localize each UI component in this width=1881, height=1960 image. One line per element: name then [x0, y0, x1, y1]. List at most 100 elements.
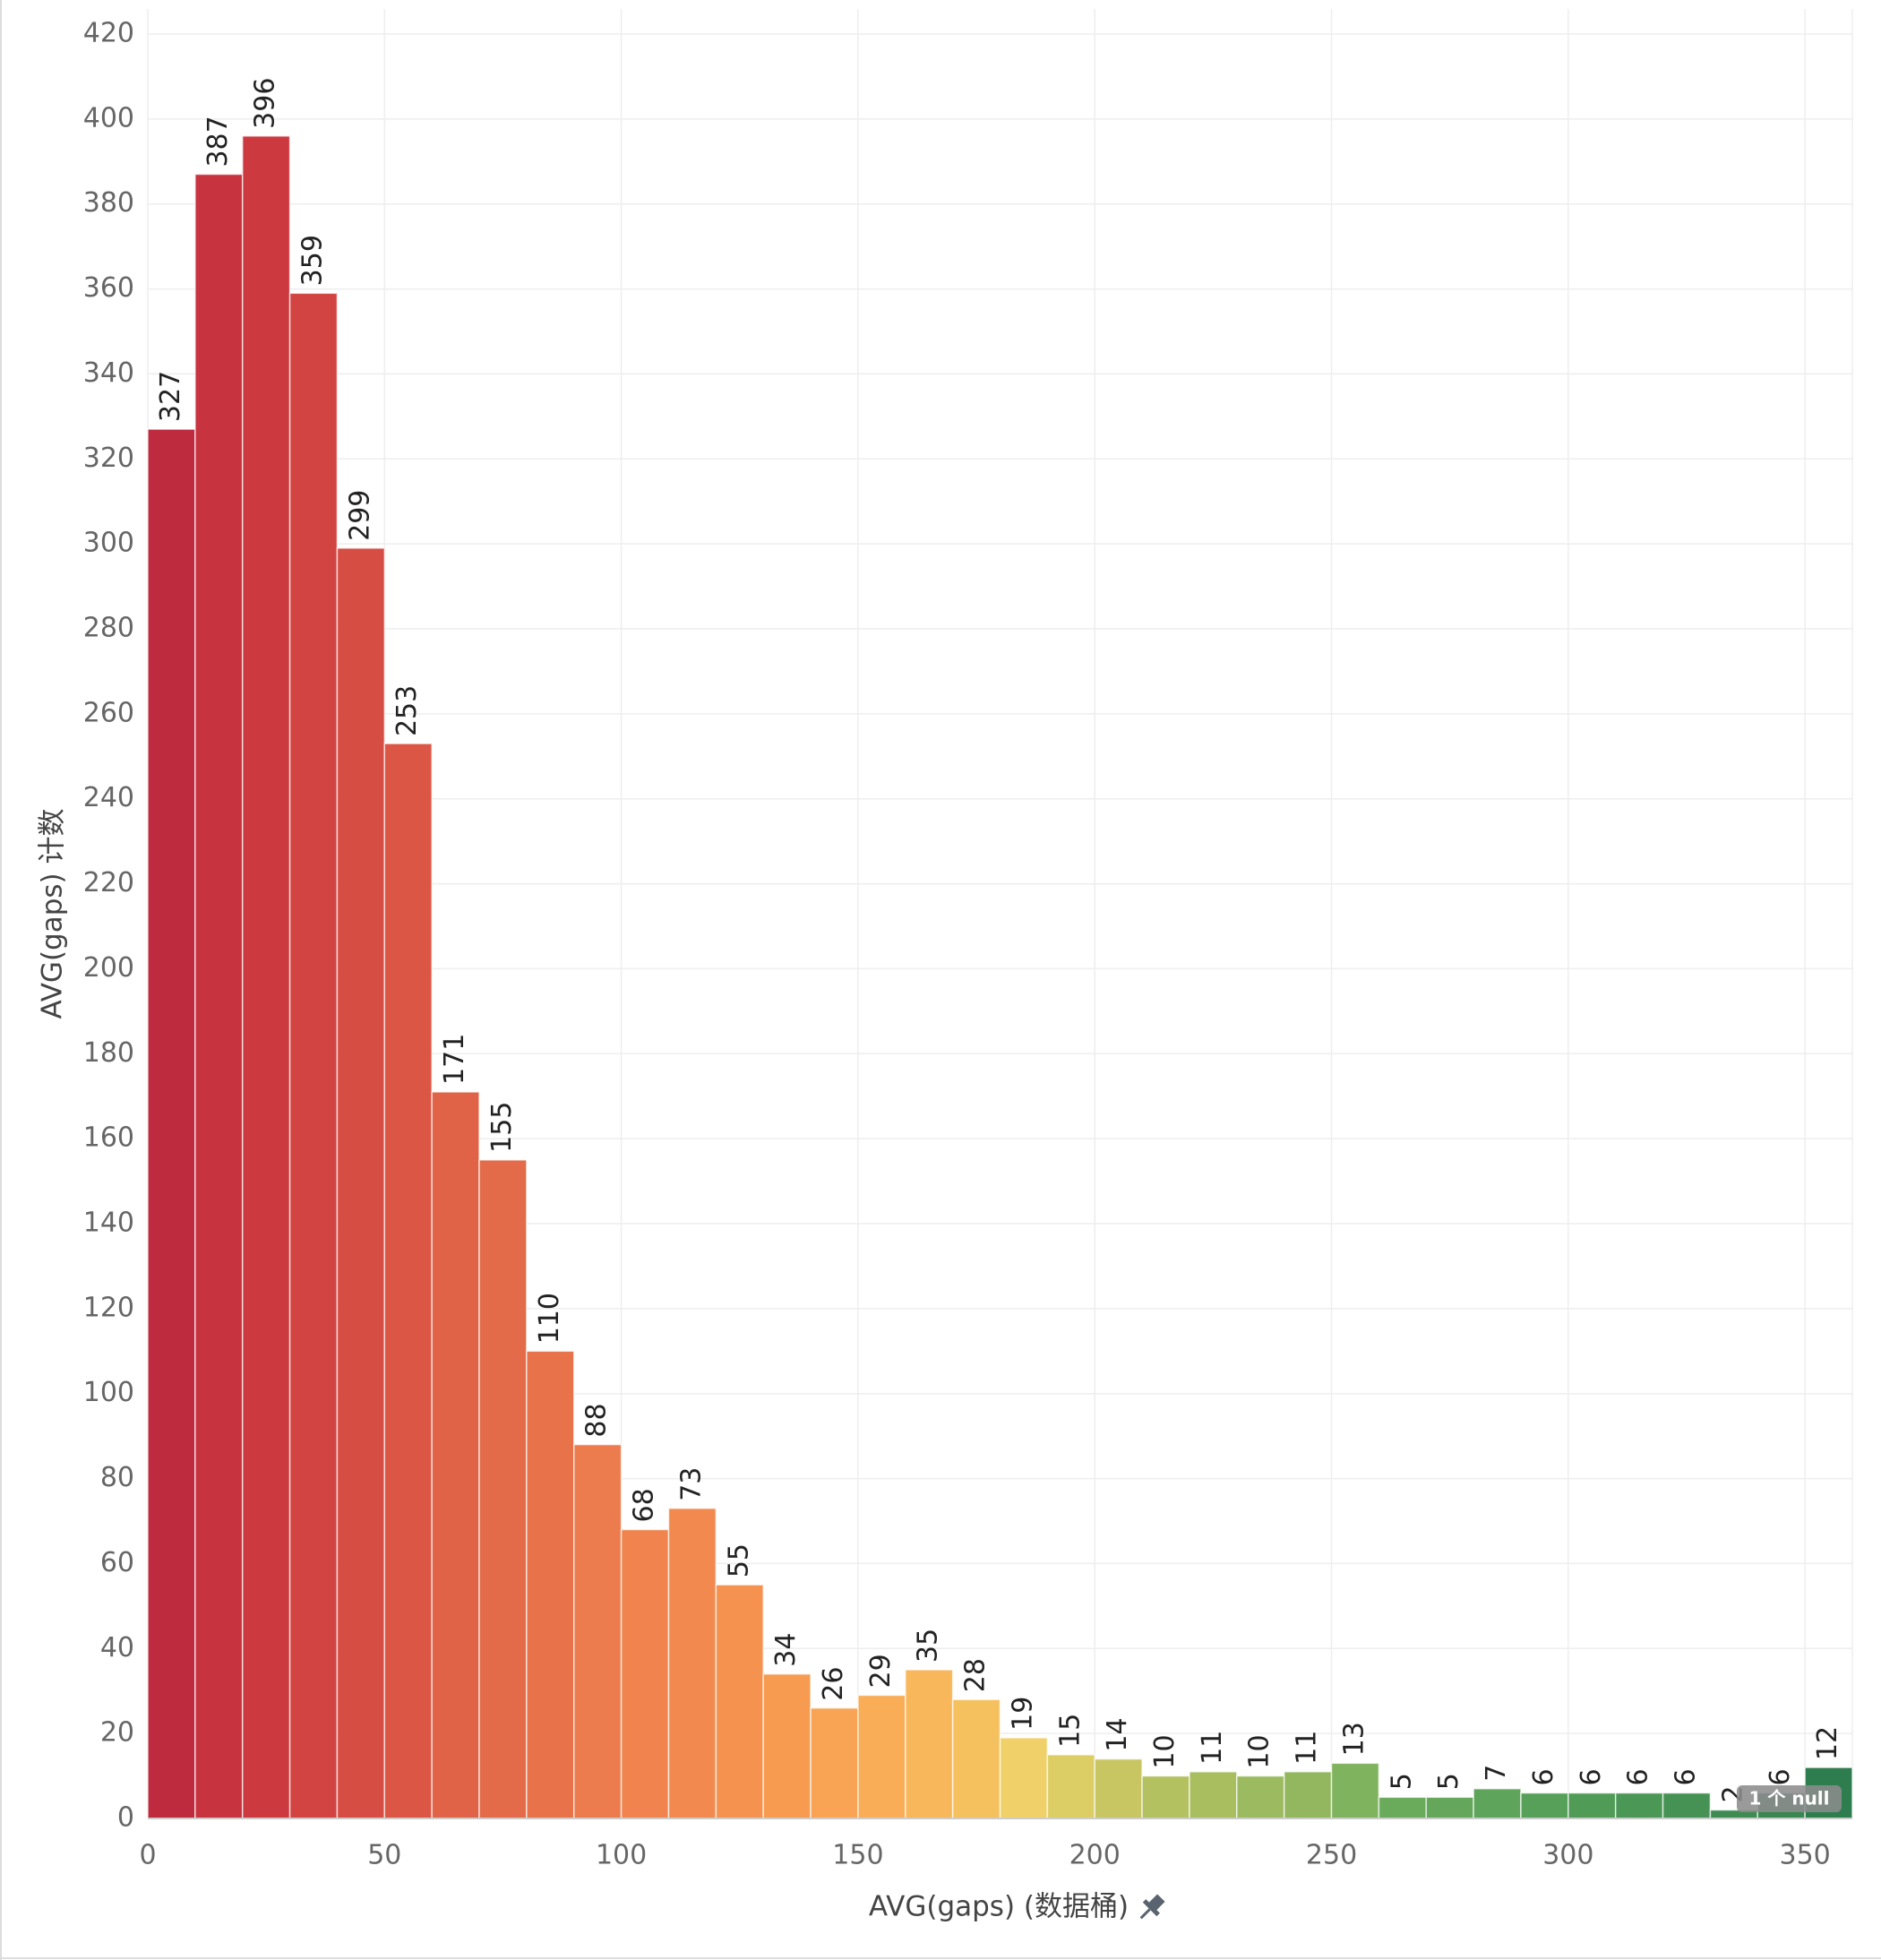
- x-tick-label: 0: [139, 1840, 156, 1871]
- y-tick-label: 200: [83, 952, 134, 984]
- histogram-bar: [762, 1672, 812, 1819]
- null-indicator-badge: [1737, 1785, 1842, 1812]
- histogram-bar: [1141, 1775, 1190, 1819]
- bar-value-label: 35: [913, 1629, 944, 1663]
- histogram-bar: [905, 1669, 954, 1819]
- bar-value-label: 396: [250, 78, 281, 129]
- x-tick-label: 50: [367, 1840, 401, 1871]
- bar-value-label: 10: [1244, 1734, 1275, 1768]
- x-tick-label: 100: [596, 1840, 647, 1871]
- bar-value-label: 359: [297, 235, 329, 286]
- y-tick-label: 160: [83, 1122, 134, 1154]
- histogram-bar: [715, 1584, 764, 1819]
- bar-value-label: 55: [723, 1543, 754, 1577]
- x-axis-title: AVG(gaps) (数据桶): [869, 1891, 1129, 1923]
- bar-value-label: 19: [1007, 1697, 1038, 1731]
- y-tick-label: 120: [83, 1292, 134, 1323]
- histogram-bar: [573, 1443, 623, 1819]
- histogram-bar: [1662, 1792, 1712, 1819]
- bar-value-label: 5: [1386, 1773, 1417, 1790]
- histogram-bar: [1283, 1771, 1333, 1819]
- x-tick-label: 350: [1780, 1840, 1831, 1871]
- histogram-bar: [478, 1159, 528, 1819]
- bar-value-label: 155: [486, 1102, 518, 1153]
- histogram-bar: [1425, 1796, 1474, 1819]
- histogram-bar: [1614, 1792, 1664, 1819]
- y-tick-label: 240: [83, 782, 134, 813]
- histogram-bar: [951, 1698, 1001, 1819]
- bar-value-label: 26: [818, 1666, 849, 1700]
- y-tick-label: 260: [83, 697, 134, 728]
- y-tick-label: 40: [100, 1632, 134, 1663]
- x-tick-label: 300: [1542, 1840, 1593, 1871]
- histogram-bar: [336, 547, 386, 1819]
- bar-value-label: 6: [1576, 1768, 1607, 1785]
- y-tick-label: 380: [83, 187, 134, 219]
- bar-value-label: 11: [1197, 1731, 1228, 1765]
- histogram-bar: [1330, 1762, 1380, 1819]
- bar-value-label: 68: [629, 1488, 660, 1522]
- bar-value-label: 6: [1765, 1768, 1796, 1785]
- bar-value-label: 7: [1481, 1765, 1512, 1782]
- bar-value-label: 5: [1433, 1773, 1464, 1790]
- histogram-bar: [620, 1528, 670, 1819]
- y-tick-label: 20: [100, 1717, 134, 1749]
- y-tick-label: 420: [83, 18, 134, 49]
- histogram-bar: [667, 1508, 717, 1819]
- pin-icon[interactable]: [1134, 1891, 1168, 1925]
- y-tick-label: 80: [100, 1462, 134, 1493]
- bar-value-label: 12: [1812, 1726, 1843, 1760]
- histogram-bar: [1046, 1754, 1095, 1819]
- histogram-bar: [1236, 1775, 1285, 1819]
- y-tick-label: 180: [83, 1037, 134, 1069]
- x-tick-label: 250: [1306, 1840, 1357, 1871]
- histogram-bar: [1094, 1758, 1143, 1819]
- histogram-bar: [857, 1694, 906, 1819]
- bar-value-label: 6: [1528, 1768, 1559, 1785]
- histogram-bar: [288, 292, 339, 1819]
- bar-value-label: 15: [1054, 1714, 1086, 1748]
- histogram-bar: [1378, 1796, 1428, 1819]
- histogram-bar: [1568, 1792, 1617, 1819]
- bar-value-label: 6: [1670, 1768, 1701, 1785]
- bar-value-label: 88: [581, 1403, 613, 1437]
- bar-value-label: 171: [439, 1034, 470, 1085]
- histogram-bar: [147, 428, 196, 1819]
- histogram-bar: [1520, 1792, 1569, 1819]
- y-tick-label: 0: [117, 1802, 134, 1834]
- bar-value-label: 28: [960, 1658, 992, 1692]
- histogram-bar: [999, 1737, 1049, 1819]
- bar-value-label: 34: [770, 1633, 802, 1667]
- histogram-bar: [526, 1350, 575, 1819]
- bar-value-label: 13: [1338, 1722, 1370, 1756]
- bar-value-label: 299: [344, 490, 375, 541]
- bar-value-label: 253: [391, 685, 423, 736]
- y-tick-label: 300: [83, 528, 134, 559]
- y-tick-label: 340: [83, 357, 134, 389]
- histogram-bar: [1473, 1788, 1522, 1819]
- y-axis-title: AVG(gaps) 计数: [37, 809, 69, 1019]
- bar-value-label: 6: [1623, 1768, 1654, 1785]
- y-tick-label: 360: [83, 272, 134, 304]
- bar-value-label: 387: [202, 116, 234, 167]
- y-tick-label: 280: [83, 613, 134, 644]
- bar-value-label: 110: [534, 1293, 565, 1344]
- x-tick-label: 200: [1069, 1840, 1121, 1871]
- y-tick-label: 60: [100, 1547, 134, 1578]
- histogram-bar: [194, 173, 244, 1819]
- bar-value-label: 327: [155, 371, 186, 422]
- bar-value-label: 73: [675, 1467, 707, 1501]
- bar-value-label: 14: [1102, 1717, 1133, 1751]
- y-tick-label: 100: [83, 1377, 134, 1408]
- y-tick-label: 400: [83, 102, 134, 133]
- y-tick-label: 140: [83, 1208, 134, 1239]
- histogram-bar: [810, 1706, 859, 1819]
- x-tick-label: 150: [832, 1840, 883, 1871]
- histogram-bar: [431, 1091, 480, 1819]
- y-tick-label: 220: [83, 867, 134, 898]
- y-tick-label: 320: [83, 443, 134, 474]
- histogram-bar: [241, 135, 291, 1819]
- histogram-bar: [383, 743, 433, 1819]
